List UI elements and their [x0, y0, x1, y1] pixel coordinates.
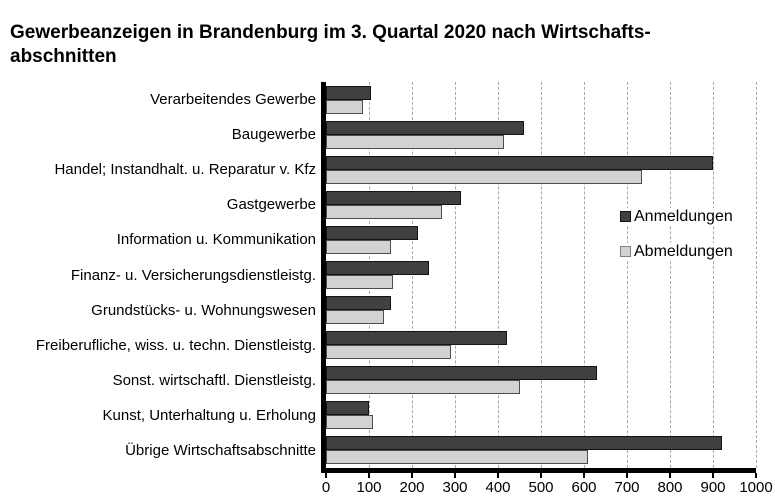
- bar-abmeldungen: [326, 310, 385, 325]
- chart-title-line2: abschnitten: [10, 46, 117, 67]
- x-axis-tick-label: 300: [442, 479, 468, 496]
- bar-rows: [326, 82, 756, 468]
- gridline-900: [713, 82, 714, 468]
- bar-anmeldungen: [326, 366, 597, 381]
- legend-label-abmeldungen: Abmeldungen: [634, 242, 733, 260]
- x-axis-tick-label: 400: [485, 479, 511, 496]
- x-axis-tick-label: 900: [700, 479, 726, 496]
- chart-title: Gewerbeanzeigen in Brandenburg im 3. Qua…: [10, 21, 760, 69]
- x-axis-tick: [540, 473, 542, 478]
- legend-swatch-anmeldungen: [620, 211, 631, 222]
- bar-anmeldungen: [326, 331, 507, 346]
- gridline-1000: [756, 82, 757, 468]
- category-row: [326, 117, 756, 152]
- x-axis-tick: [368, 473, 370, 478]
- bar-abmeldungen: [326, 99, 363, 114]
- bar-anmeldungen: [326, 401, 369, 416]
- x-axis-tick: [626, 473, 628, 478]
- bar-abmeldungen: [326, 415, 374, 430]
- x-axis-tick-label: 500: [528, 479, 554, 496]
- x-axis-tick: [669, 473, 671, 478]
- bar-abmeldungen: [326, 450, 589, 465]
- gridline-700: [627, 82, 628, 468]
- legend-label-anmeldungen: Anmeldungen: [634, 207, 733, 225]
- bar-anmeldungen: [326, 261, 430, 276]
- x-axis-tick-label: 700: [614, 479, 640, 496]
- category-label: Freiberufliche, wiss. u. techn. Dienstle…: [35, 336, 316, 354]
- x-axis-tick-label: 200: [399, 479, 425, 496]
- category-row: [326, 152, 756, 187]
- bar-anmeldungen: [326, 296, 391, 311]
- category-label: Handel; Instandhalt. u. Reparatur v. Kfz: [54, 161, 316, 179]
- category-axis-labels: Verarbeitendes Gewerbe Baugewerbe Handel; …: [0, 82, 316, 468]
- bar-abmeldungen: [326, 239, 391, 254]
- bar-anmeldungen: [326, 120, 524, 135]
- category-row: [326, 257, 756, 292]
- x-axis-tick-label: 800: [657, 479, 683, 496]
- category-label: Kunst, Unterhaltung u. Erholung: [102, 406, 316, 424]
- category-row: [326, 222, 756, 257]
- category-row: [326, 187, 756, 222]
- category-label: Übrige Wirtschaftsabschnitte: [125, 441, 316, 459]
- x-axis-tick-labels: 0 100 200 300 400 500 600 700 800 900 1000: [322, 479, 773, 497]
- chart-title-line1: Gewerbeanzeigen in Brandenburg im 3. Qua…: [10, 22, 651, 43]
- gridline-400: [498, 82, 499, 468]
- legend-entry-anmeldungen: Anmeldungen: [620, 208, 736, 225]
- legend: Anmeldungen Abmeldungen: [620, 208, 736, 278]
- category-row: [326, 82, 756, 117]
- bar-abmeldungen: [326, 380, 520, 395]
- category-label: Gastgewerbe: [226, 196, 316, 214]
- x-axis-tick-label: 1000: [739, 479, 773, 496]
- category-row: [326, 433, 756, 468]
- bar-abmeldungen: [326, 169, 643, 184]
- category-label: Verarbeitendes Gewerbe: [150, 91, 316, 109]
- x-axis-tick: [497, 473, 499, 478]
- gridline-300: [455, 82, 456, 468]
- gridline-500: [541, 82, 542, 468]
- bar-anmeldungen: [326, 225, 419, 240]
- bar-abmeldungen: [326, 275, 393, 290]
- x-axis-tick-label: 100: [356, 479, 382, 496]
- x-axis-tick: [712, 473, 714, 478]
- bar-abmeldungen: [326, 204, 443, 219]
- bar-anmeldungen: [326, 155, 713, 170]
- x-axis-tick: [411, 473, 413, 478]
- gridline-800: [670, 82, 671, 468]
- x-axis-ticks: [325, 473, 757, 478]
- category-label: Information u. Kommunikation: [116, 231, 316, 249]
- x-axis-tick: [454, 473, 456, 478]
- legend-entry-abmeldungen: Abmeldungen: [620, 243, 736, 260]
- bar-anmeldungen: [326, 436, 722, 451]
- bar-anmeldungen: [326, 85, 372, 100]
- category-row: [326, 293, 756, 328]
- x-axis-tick-label: 600: [571, 479, 597, 496]
- x-axis-tick-label: 0: [321, 479, 331, 496]
- x-axis-tick: [325, 473, 327, 478]
- legend-swatch-abmeldungen: [620, 246, 631, 257]
- bar-abmeldungen: [326, 134, 505, 149]
- bar-anmeldungen: [326, 190, 462, 205]
- category-row: [326, 363, 756, 398]
- x-axis-tick: [755, 473, 757, 478]
- category-row: [326, 398, 756, 433]
- gridline-600: [584, 82, 585, 468]
- x-axis-tick: [583, 473, 585, 478]
- category-row: [326, 328, 756, 363]
- category-label: Baugewerbe: [231, 126, 316, 144]
- category-label: Grundstücks- u. Wohnungswesen: [91, 301, 316, 319]
- category-label: Sonst. wirtschaftl. Dienstleistg.: [112, 371, 316, 389]
- category-label: Finanz- u. Versicherungsdienstleistg.: [70, 266, 316, 284]
- bar-abmeldungen: [326, 345, 451, 360]
- plot-area: [321, 82, 757, 473]
